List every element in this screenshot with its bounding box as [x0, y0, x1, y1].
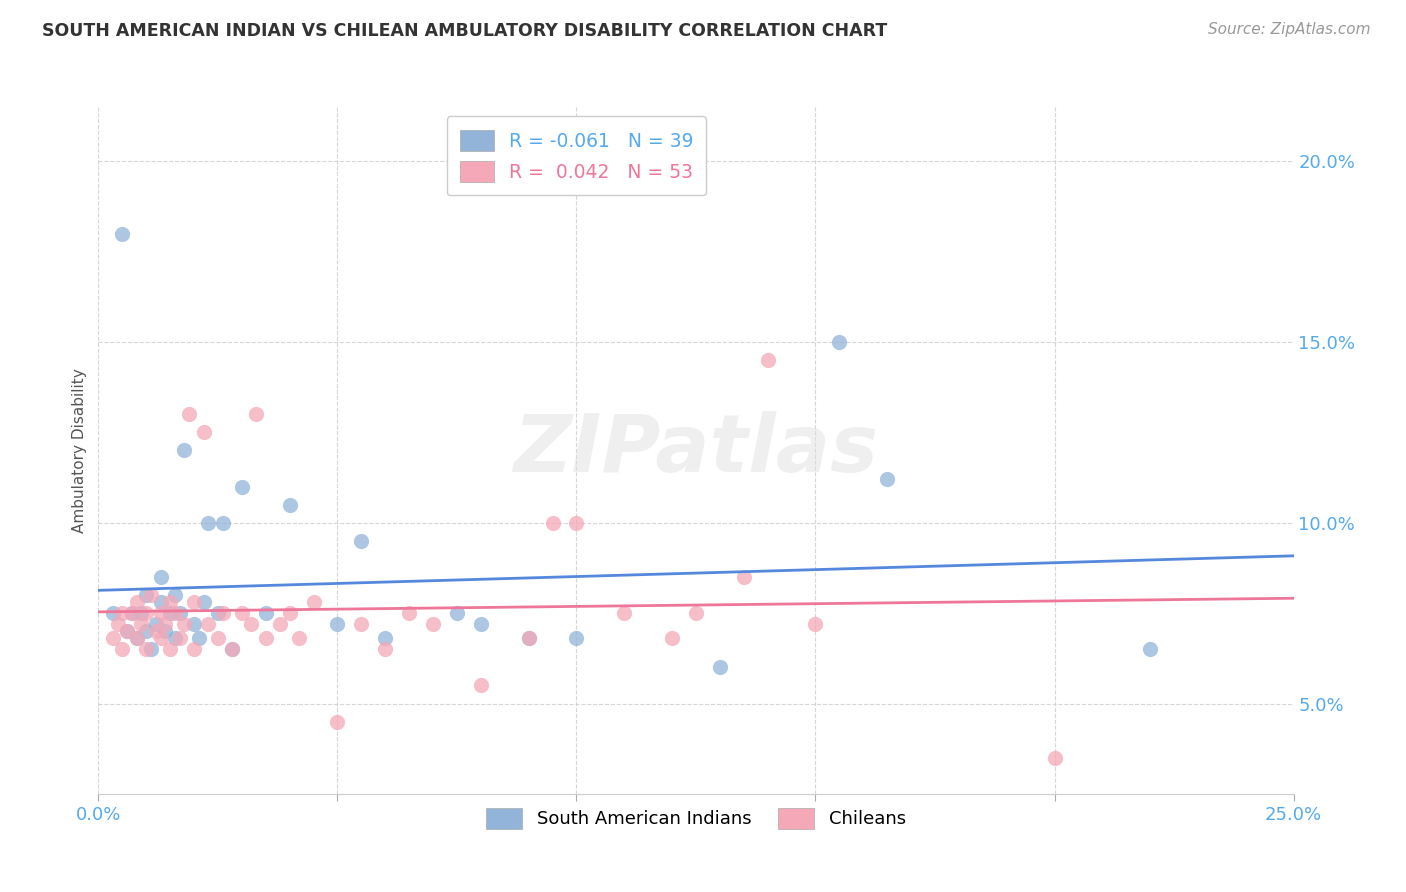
- Point: [221, 642, 243, 657]
- Point: [269, 617, 291, 632]
- Point: [470, 678, 492, 692]
- Point: [1139, 642, 1161, 657]
- Point: [163, 588, 186, 602]
- Point: [125, 632, 148, 646]
- Point: [278, 606, 301, 620]
- Point: [159, 595, 181, 609]
- Point: [145, 617, 167, 632]
- Point: [149, 570, 172, 584]
- Point: [135, 624, 157, 639]
- Point: [254, 632, 277, 646]
- Point: [254, 606, 277, 620]
- Point: [121, 606, 143, 620]
- Point: [111, 642, 134, 657]
- Point: [211, 606, 233, 620]
- Point: [422, 617, 444, 632]
- Point: [135, 642, 157, 657]
- Point: [197, 617, 219, 632]
- Point: [326, 617, 349, 632]
- Point: [240, 617, 263, 632]
- Point: [470, 617, 492, 632]
- Point: [173, 443, 195, 458]
- Legend: South American Indians, Chileans: South American Indians, Chileans: [471, 794, 921, 843]
- Point: [350, 617, 373, 632]
- Point: [179, 407, 201, 421]
- Point: [173, 617, 195, 632]
- Point: [183, 617, 205, 632]
- Point: [709, 660, 731, 674]
- Point: [183, 595, 205, 609]
- Point: [231, 606, 253, 620]
- Point: [183, 642, 205, 657]
- Point: [135, 588, 157, 602]
- Point: [804, 617, 827, 632]
- Point: [613, 606, 636, 620]
- Point: [565, 516, 588, 530]
- Point: [565, 632, 588, 646]
- Point: [193, 595, 215, 609]
- Point: [374, 642, 396, 657]
- Point: [139, 642, 162, 657]
- Point: [207, 632, 229, 646]
- Point: [193, 425, 215, 440]
- Point: [125, 595, 148, 609]
- Point: [326, 714, 349, 729]
- Text: SOUTH AMERICAN INDIAN VS CHILEAN AMBULATORY DISABILITY CORRELATION CHART: SOUTH AMERICAN INDIAN VS CHILEAN AMBULAT…: [42, 22, 887, 40]
- Text: Source: ZipAtlas.com: Source: ZipAtlas.com: [1208, 22, 1371, 37]
- Point: [125, 632, 148, 646]
- Point: [211, 516, 233, 530]
- Point: [197, 516, 219, 530]
- Text: ZIPatlas: ZIPatlas: [513, 411, 879, 490]
- Point: [155, 624, 177, 639]
- Point: [541, 516, 564, 530]
- Point: [278, 498, 301, 512]
- Point: [139, 588, 162, 602]
- Point: [245, 407, 267, 421]
- Point: [101, 606, 124, 620]
- Point: [876, 472, 898, 486]
- Point: [149, 632, 172, 646]
- Point: [101, 632, 124, 646]
- Point: [828, 334, 851, 349]
- Point: [131, 606, 153, 620]
- Point: [661, 632, 683, 646]
- Point: [159, 606, 181, 620]
- Point: [207, 606, 229, 620]
- Point: [350, 533, 373, 548]
- Point: [159, 642, 181, 657]
- Point: [115, 624, 138, 639]
- Point: [149, 606, 172, 620]
- Point: [169, 632, 191, 646]
- Point: [374, 632, 396, 646]
- Point: [1043, 750, 1066, 764]
- Point: [107, 617, 129, 632]
- Y-axis label: Ambulatory Disability: Ambulatory Disability: [72, 368, 87, 533]
- Point: [145, 624, 167, 639]
- Point: [288, 632, 311, 646]
- Point: [163, 606, 186, 620]
- Point: [187, 632, 209, 646]
- Point: [111, 606, 134, 620]
- Point: [517, 632, 540, 646]
- Point: [163, 632, 186, 646]
- Point: [121, 606, 143, 620]
- Point: [111, 227, 134, 241]
- Point: [302, 595, 325, 609]
- Point: [135, 606, 157, 620]
- Point: [446, 606, 468, 620]
- Point: [733, 570, 755, 584]
- Point: [131, 617, 153, 632]
- Point: [169, 606, 191, 620]
- Point: [756, 353, 779, 368]
- Point: [155, 617, 177, 632]
- Point: [115, 624, 138, 639]
- Point: [149, 595, 172, 609]
- Point: [231, 480, 253, 494]
- Point: [398, 606, 420, 620]
- Point: [221, 642, 243, 657]
- Point: [517, 632, 540, 646]
- Point: [685, 606, 707, 620]
